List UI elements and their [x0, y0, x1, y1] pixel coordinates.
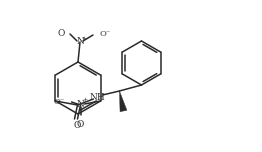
- Text: O⁻: O⁻: [99, 30, 110, 38]
- Text: +: +: [81, 36, 87, 40]
- Text: N: N: [76, 38, 84, 47]
- Text: N: N: [77, 100, 84, 109]
- Polygon shape: [119, 91, 127, 112]
- Text: O: O: [58, 29, 65, 38]
- Text: NH: NH: [90, 93, 105, 102]
- Text: O: O: [77, 120, 84, 129]
- Text: O: O: [74, 121, 81, 130]
- Text: +: +: [82, 97, 87, 102]
- Text: O⁻: O⁻: [53, 98, 64, 106]
